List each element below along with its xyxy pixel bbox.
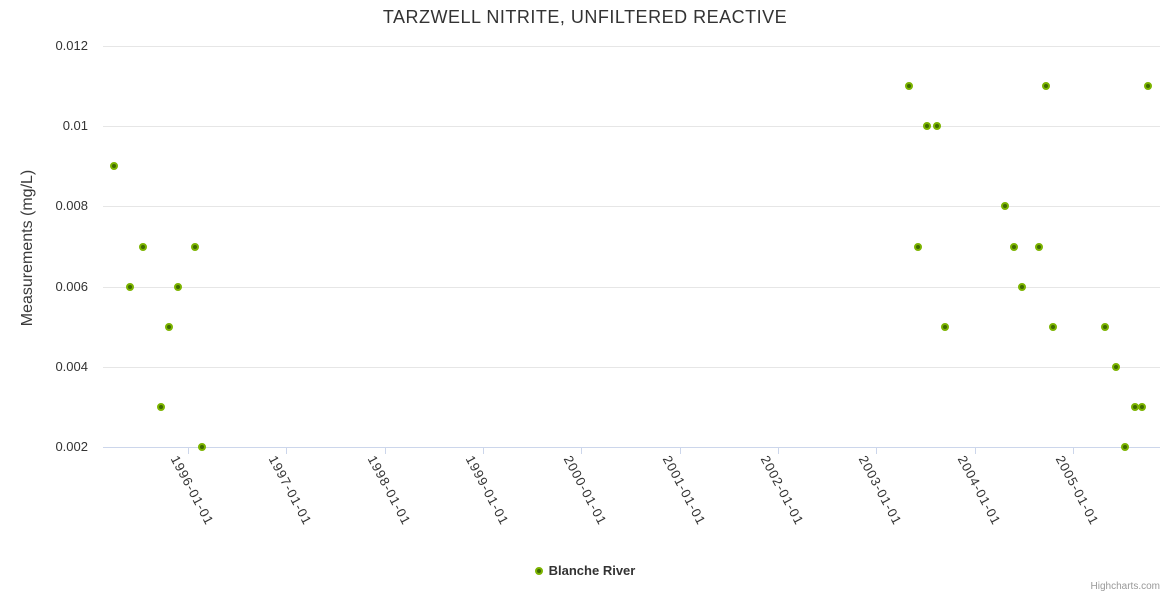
y-axis-tick-label: 0.002 (55, 439, 88, 454)
x-axis-tick-label: 1999-01-01 (462, 453, 512, 528)
x-axis-tick-label: 2002-01-01 (757, 453, 807, 528)
data-point[interactable] (1138, 402, 1147, 411)
data-point[interactable] (913, 242, 922, 251)
x-axis-tick-label: 2004-01-01 (954, 453, 1004, 528)
x-axis-tick-mark (876, 448, 878, 454)
data-point[interactable] (138, 242, 147, 251)
data-point[interactable] (197, 443, 206, 451)
legend: Blanche River (0, 563, 1170, 578)
data-point[interactable] (190, 242, 199, 251)
x-axis-tick-mark (384, 448, 386, 454)
y-gridline (103, 206, 1160, 208)
data-point[interactable] (1042, 82, 1051, 91)
data-point[interactable] (932, 122, 941, 131)
data-point[interactable] (1049, 322, 1058, 331)
y-gridline (103, 126, 1160, 128)
y-axis-tick-label: 0.004 (55, 358, 88, 374)
x-axis-tick-mark (581, 448, 583, 454)
data-point[interactable] (1144, 82, 1153, 91)
data-point[interactable] (1001, 202, 1010, 211)
x-axis-tick-label: 1996-01-01 (167, 453, 217, 528)
data-point[interactable] (1035, 242, 1044, 251)
data-point[interactable] (110, 162, 119, 171)
x-axis-tick-label: 1997-01-01 (266, 453, 316, 528)
y-gridline (103, 366, 1160, 368)
legend-label: Blanche River (548, 563, 636, 578)
y-axis-tick-label: 0.012 (55, 38, 88, 53)
data-point[interactable] (904, 82, 913, 91)
data-point[interactable] (1010, 242, 1019, 251)
x-axis-tick-mark (974, 448, 976, 454)
legend-item-blanche-river[interactable]: Blanche River (534, 563, 636, 578)
data-point[interactable] (156, 402, 165, 411)
x-axis-tick-label: 2001-01-01 (659, 453, 709, 528)
x-axis-tick-label: 2003-01-01 (855, 453, 906, 528)
y-axis-title: Measurements (mg/L) (19, 169, 36, 327)
data-point[interactable] (173, 282, 182, 291)
x-axis-tick-mark (482, 448, 484, 454)
x-axis-tick-mark (286, 448, 288, 454)
x-axis-tick-label: 2000-01-01 (560, 453, 611, 528)
x-axis-tick-mark (679, 448, 681, 454)
y-gridline (103, 286, 1160, 288)
x-axis-tick-label: 2005-01-01 (1052, 453, 1102, 528)
data-point[interactable] (922, 122, 931, 131)
highcharts-credit-link[interactable]: Highcharts.com (1090, 581, 1160, 592)
y-axis-tick-label: 0.01 (62, 118, 88, 134)
x-axis-tick-mark (187, 448, 189, 454)
y-gridline (103, 46, 1160, 47)
legend-marker-icon (534, 566, 543, 575)
data-point[interactable] (125, 282, 134, 291)
data-point[interactable] (1101, 322, 1110, 331)
data-point[interactable] (1112, 362, 1121, 371)
data-point[interactable] (164, 322, 173, 331)
x-axis-tick-mark (777, 448, 779, 454)
data-point[interactable] (1018, 282, 1027, 291)
x-axis-line (103, 447, 1160, 448)
y-axis-tick-label: 0.008 (55, 198, 88, 214)
y-axis-tick-label: 0.006 (55, 278, 88, 294)
data-point[interactable] (1121, 443, 1130, 451)
chart-title: TARZWELL NITRITE, UNFILTERED REACTIVE (382, 7, 788, 27)
data-point[interactable] (940, 322, 949, 331)
x-axis-tick-mark (1073, 448, 1075, 454)
x-axis-tick-label: 1998-01-01 (364, 453, 414, 528)
